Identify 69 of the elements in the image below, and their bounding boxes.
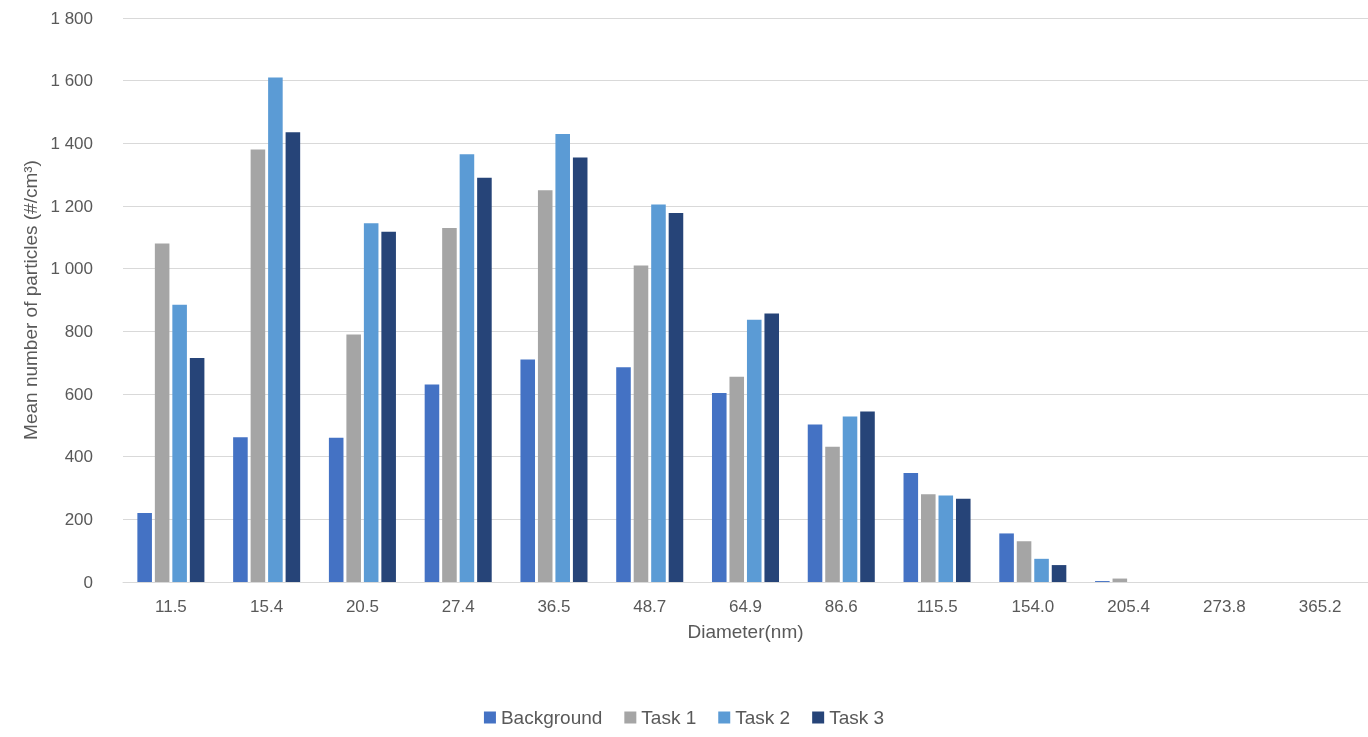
bar <box>520 359 536 582</box>
y-axis-title: Mean number of particles (#/cm³) <box>19 160 41 440</box>
bar <box>537 190 553 582</box>
y-tick-label: 600 <box>64 384 93 404</box>
y-tick-label: 400 <box>64 447 93 467</box>
y-tick-label: 1 800 <box>50 8 93 28</box>
bar <box>172 304 187 582</box>
legend-label: Background <box>500 707 603 728</box>
bar <box>711 393 727 582</box>
legend-label: Task 2 <box>735 707 791 728</box>
bar <box>477 177 492 582</box>
y-tick-label: 1 400 <box>50 133 93 153</box>
x-tick-label: 64.9 <box>728 597 763 616</box>
x-tick-label: 115.5 <box>916 597 958 616</box>
bar <box>459 154 475 582</box>
bar <box>633 265 649 582</box>
bar <box>572 157 588 582</box>
x-tick-label: 15.4 <box>250 597 284 616</box>
bar <box>555 133 570 582</box>
x-tick-label: 20.5 <box>345 597 379 616</box>
bar <box>746 319 762 582</box>
legend-label: Task 1 <box>641 707 697 728</box>
bar <box>903 472 919 582</box>
bar <box>668 212 684 582</box>
bar <box>842 416 858 582</box>
x-tick-label: 86.6 <box>824 597 858 616</box>
bar <box>651 204 666 582</box>
bar <box>189 357 205 582</box>
bar <box>328 437 344 582</box>
bar <box>285 132 301 582</box>
bar <box>764 313 780 582</box>
bar <box>250 149 266 582</box>
x-tick-label: 365.2 <box>1298 597 1342 616</box>
x-tick-label: 27.4 <box>441 597 475 616</box>
bar <box>955 498 971 582</box>
x-tick-label: 48.7 <box>633 597 667 616</box>
bar <box>268 77 283 582</box>
y-tick-label: 200 <box>64 509 93 529</box>
bar <box>860 411 875 582</box>
bar <box>729 376 745 582</box>
x-tick-label: 154.0 <box>1011 597 1055 616</box>
bar <box>154 243 170 582</box>
legend-label: Task 3 <box>829 707 885 728</box>
bar <box>233 437 248 582</box>
bar <box>346 334 361 582</box>
bar <box>1016 541 1032 582</box>
bar <box>825 446 840 582</box>
x-axis-title: Diameter(nm) <box>687 621 804 642</box>
y-tick-label: 1 000 <box>50 259 93 279</box>
bar <box>442 227 457 582</box>
bar <box>616 367 631 582</box>
bar <box>363 223 379 582</box>
bar <box>137 513 152 582</box>
x-tick-label: 11.5 <box>154 597 187 616</box>
bar <box>938 495 954 582</box>
y-tick-label: 0 <box>83 572 93 592</box>
bar <box>381 231 396 582</box>
bar <box>807 424 823 582</box>
x-tick-label: 273.8 <box>1203 597 1246 616</box>
y-tick-label: 1 200 <box>50 196 93 216</box>
x-tick-label: 205.4 <box>1107 597 1150 616</box>
bar <box>999 533 1014 582</box>
bar <box>1051 565 1067 582</box>
bar <box>1034 558 1049 582</box>
bar <box>424 384 440 582</box>
x-tick-label: 36.5 <box>537 597 571 616</box>
y-tick-label: 800 <box>64 321 93 341</box>
bar <box>921 494 936 582</box>
y-tick-label: 1 600 <box>50 71 93 91</box>
